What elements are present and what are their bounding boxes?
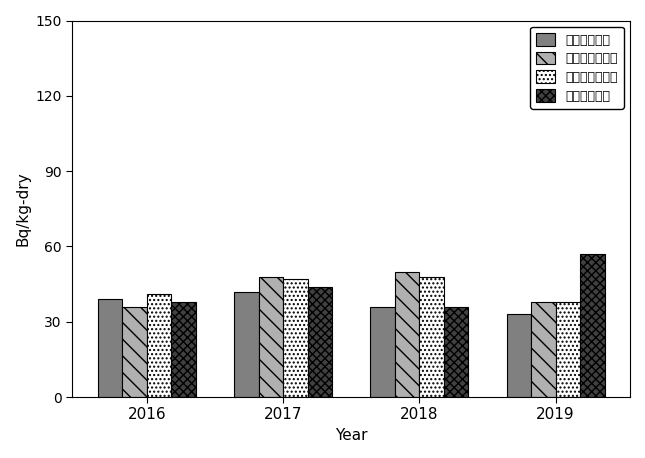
Bar (283, 279, 308, 397)
Bar (308, 287, 332, 397)
Bar (370, 307, 395, 397)
Bar (555, 302, 580, 397)
Bar (172, 302, 196, 397)
Y-axis label: Bq/kg-dry: Bq/kg-dry (15, 171, 30, 246)
Bar (97, 299, 122, 397)
Bar (147, 294, 172, 397)
Bar (122, 307, 147, 397)
Bar (259, 277, 283, 397)
Bar (419, 277, 444, 397)
Bar (580, 254, 604, 397)
Legend: 정문앞배수구, 본관동쪽배수구, 배수구합류지점, 연산주말농장: 정문앞배수구, 본관동쪽배수구, 배수구합류지점, 연산주말농장 (530, 27, 624, 109)
Bar (395, 272, 419, 397)
Bar (234, 292, 259, 397)
X-axis label: Year: Year (335, 428, 368, 443)
Bar (506, 314, 531, 397)
Bar (444, 307, 468, 397)
Bar (531, 302, 555, 397)
